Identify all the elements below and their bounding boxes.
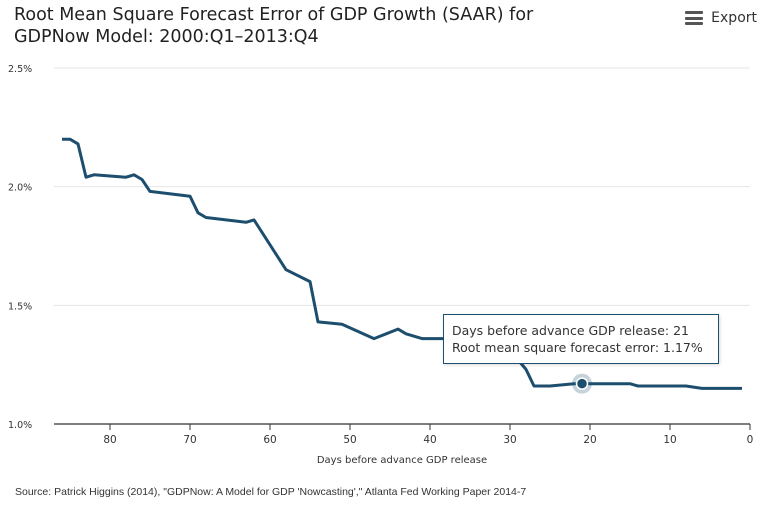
x-tick-label: 70: [183, 434, 196, 446]
x-tick-label: 20: [583, 434, 596, 446]
x-tick-label: 0: [747, 434, 754, 446]
tooltip-days: Days before advance GDP release: 21: [452, 323, 689, 338]
x-tick-label: 40: [423, 434, 436, 446]
data-point[interactable]: [188, 194, 192, 198]
data-point[interactable]: [396, 327, 400, 331]
data-point[interactable]: [548, 384, 552, 388]
chart-title: Root Mean Square Forecast Error of GDP G…: [14, 5, 534, 47]
y-tick-label: 1.5%: [8, 301, 32, 312]
data-point[interactable]: [740, 386, 744, 390]
data-point[interactable]: [124, 175, 128, 179]
data-point[interactable]: [372, 337, 376, 341]
tooltip: Days before advance GDP release: 21 Root…: [443, 314, 719, 364]
data-point[interactable]: [132, 173, 136, 177]
hamburger-menu-icon[interactable]: [685, 11, 704, 25]
data-point[interactable]: [148, 189, 152, 193]
data-point[interactable]: [244, 220, 248, 224]
data-point[interactable]: [204, 216, 208, 220]
data-point[interactable]: [612, 382, 616, 386]
export-label: Export: [711, 10, 757, 26]
data-point[interactable]: [92, 173, 96, 177]
data-point[interactable]: [716, 386, 720, 390]
data-point[interactable]: [524, 367, 528, 371]
x-tick-label: 30: [503, 434, 516, 446]
data-point[interactable]: [596, 382, 600, 386]
x-tick-label: 60: [263, 434, 276, 446]
series-line[interactable]: [62, 137, 742, 390]
data-point[interactable]: [76, 142, 80, 146]
data-point[interactable]: [308, 280, 312, 284]
data-point[interactable]: [684, 384, 688, 388]
line-chart: 1.0% 1.5% 2.0% 2.5% 80 70 60 50 40 30 20 10 0 Days …: [8, 64, 754, 466]
data-point[interactable]: [652, 384, 656, 388]
x-axis-label: Days before advance GDP release: [317, 455, 487, 466]
y-tick-label: 2.5%: [8, 64, 32, 75]
data-point[interactable]: [700, 386, 704, 390]
export-button[interactable]: Export: [685, 10, 757, 26]
data-point[interactable]: [436, 337, 440, 341]
data-point[interactable]: [316, 320, 320, 324]
data-point[interactable]: [284, 268, 288, 272]
source-note: Source: Patrick Higgins (2014), "GDPNow:…: [15, 486, 527, 498]
highlight-point[interactable]: [575, 377, 589, 390]
data-point[interactable]: [340, 322, 344, 326]
data-point[interactable]: [196, 211, 200, 215]
data-point[interactable]: [636, 384, 640, 388]
data-point[interactable]: [420, 337, 424, 341]
data-point[interactable]: [84, 175, 88, 179]
data-point[interactable]: [140, 178, 144, 182]
data-point[interactable]: [60, 137, 64, 141]
data-point[interactable]: [252, 218, 256, 222]
tooltip-error: Root mean square forecast error: 1.17%: [452, 340, 703, 355]
data-point[interactable]: [68, 137, 72, 141]
y-tick-label: 1.0%: [8, 420, 32, 431]
data-point[interactable]: [532, 384, 536, 388]
x-tick-label: 10: [663, 434, 676, 446]
data-point[interactable]: [412, 334, 416, 338]
x-tick-label: 50: [343, 434, 356, 446]
x-tick-label: 80: [103, 434, 116, 446]
data-point[interactable]: [628, 382, 632, 386]
data-point[interactable]: [732, 386, 736, 390]
data-point[interactable]: [404, 332, 408, 336]
y-tick-label: 2.0%: [8, 183, 32, 194]
data-point[interactable]: [668, 384, 672, 388]
